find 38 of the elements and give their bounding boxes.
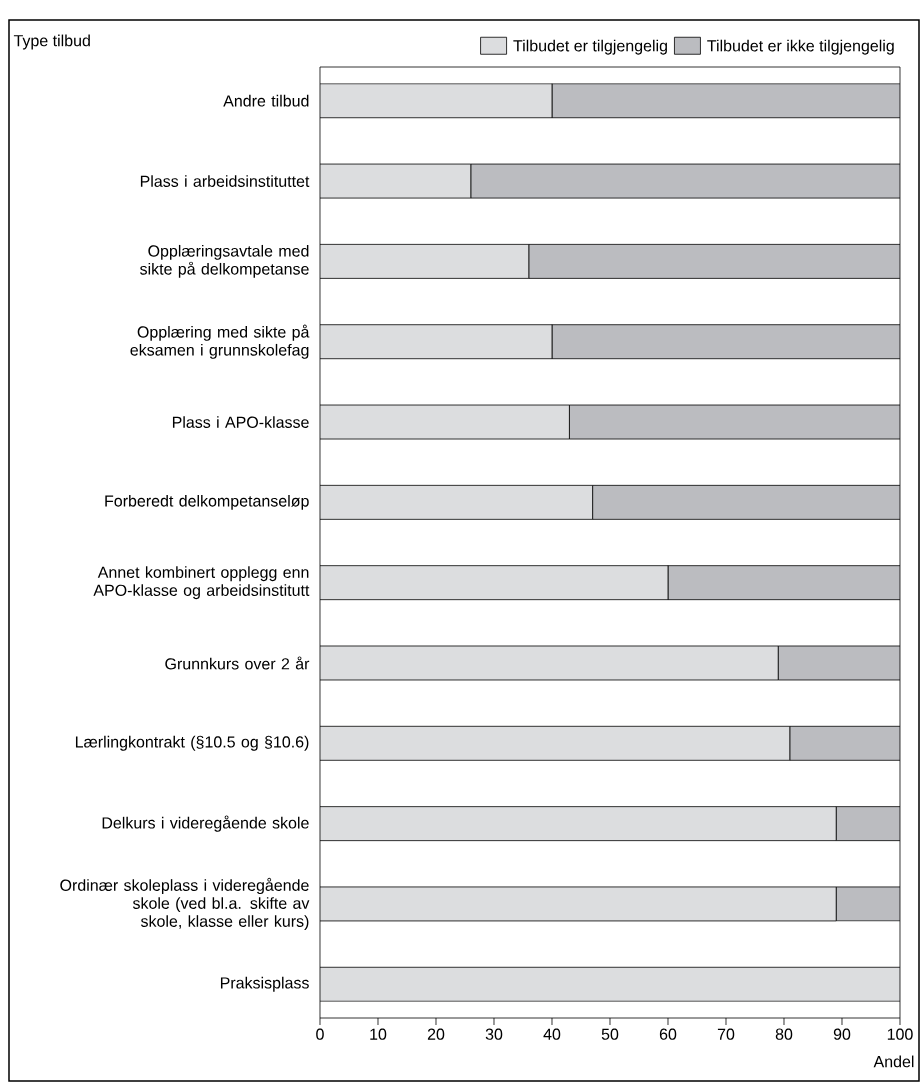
y-axis-title: Type tilbud xyxy=(13,34,90,50)
y-tick-label: Praksisplass xyxy=(220,976,309,992)
bar xyxy=(551,83,900,119)
y-tick-label: Annet kombinert opplegg enn APO-klasse og arbeidsinstitutt xyxy=(93,566,310,600)
x-tick-label: 40 xyxy=(543,1028,561,1040)
x-axis-title: Andel xyxy=(873,1055,914,1068)
bar xyxy=(551,324,900,360)
x-tick-label: 30 xyxy=(485,1028,503,1040)
bar xyxy=(667,565,900,601)
bar xyxy=(470,163,900,199)
y-tick-label: Grunnkurs over 2 år xyxy=(165,656,310,670)
bar xyxy=(835,806,900,842)
y-tick-label: Lærlingkontrakt (§10.5 og §10.6) xyxy=(75,735,309,751)
x-tick-label: 60 xyxy=(659,1028,677,1040)
bar xyxy=(569,404,900,440)
y-tick-label: Plass i arbeidsinstituttet xyxy=(140,175,310,187)
x-tick-label: 80 xyxy=(775,1028,793,1040)
x-tick-label: 100 xyxy=(887,1028,913,1040)
x-tick-label: 10 xyxy=(370,1028,387,1040)
bar xyxy=(528,243,900,279)
bar xyxy=(835,886,900,922)
x-tick-label: 90 xyxy=(833,1028,851,1040)
x-tick-label: 50 xyxy=(601,1028,619,1040)
legend-label: Tilbudet er ikke tilgjengelig xyxy=(707,39,894,55)
x-tick-label: 70 xyxy=(717,1028,735,1040)
y-tick-label: Delkurs i videregående skole xyxy=(102,815,309,832)
y-tick-label: Andre tilbud xyxy=(223,94,309,107)
bar xyxy=(777,645,900,681)
y-tick-label: Opplæringsavtale med sikte på delkompetanse xyxy=(140,244,309,278)
y-tick-label: Forberedt delkompetanseløp xyxy=(105,494,309,510)
x-tick-label: 20 xyxy=(427,1028,445,1040)
bar xyxy=(789,725,900,761)
y-tick-label: Ordinær skoleplass i videregående skole (ved bl.a. skifte av skole, klasse eller kurs) xyxy=(60,877,310,931)
y-tick-label: Plass i APO-klasse xyxy=(172,416,309,428)
y-tick-label: Opplæring med sikte på eksamen i grunnskolefag xyxy=(130,324,310,359)
bar xyxy=(592,484,900,520)
x-tick-label: 0 xyxy=(316,1028,324,1040)
legend-label: Tilbudet er tilgjengelig xyxy=(513,39,667,55)
